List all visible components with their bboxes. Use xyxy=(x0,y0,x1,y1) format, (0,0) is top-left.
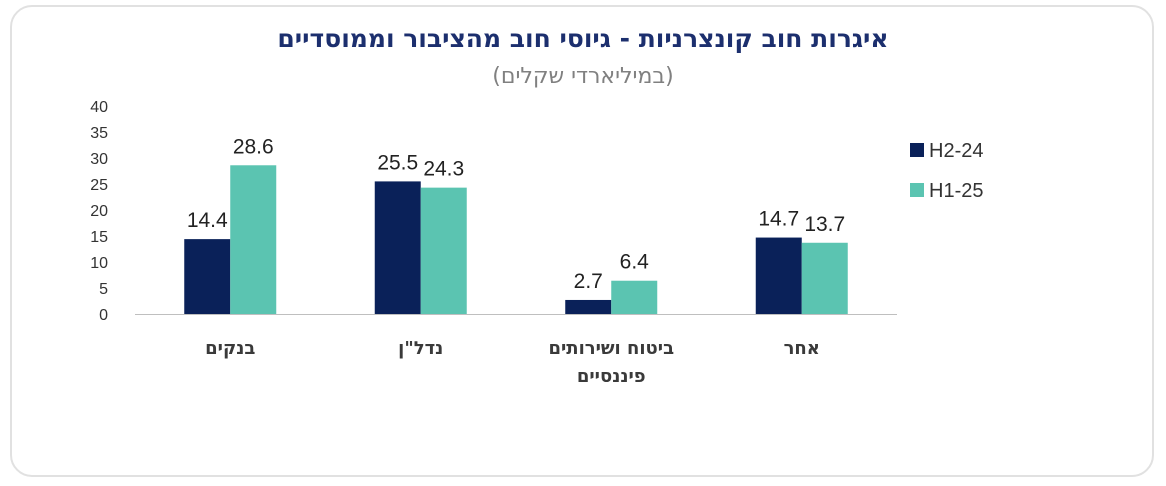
data-label: 13.7 xyxy=(804,213,845,236)
data-label: 6.4 xyxy=(620,251,650,274)
data-label: 2.7 xyxy=(574,270,603,293)
data-label: 24.3 xyxy=(423,158,464,181)
category-label: פיננסיים xyxy=(577,366,646,387)
bar-h2-24 xyxy=(755,237,802,314)
bar-h1-25 xyxy=(230,165,277,314)
bar-h1-25 xyxy=(611,280,658,314)
bar-h1-25 xyxy=(420,187,467,314)
y-tick-label: 40 xyxy=(90,99,108,116)
data-label: 14.7 xyxy=(758,208,799,231)
category-label: נדל"ן xyxy=(398,338,443,359)
legend-label: H2-24 xyxy=(929,140,983,162)
bar-h2-24 xyxy=(374,181,421,314)
y-tick-label: 0 xyxy=(99,307,108,324)
data-label: 25.5 xyxy=(377,151,418,174)
chart-subtitle: (במיליארדי שקלים) xyxy=(492,64,674,89)
bar-h2-24 xyxy=(565,299,612,314)
category-label: אחר xyxy=(784,338,820,359)
chart-title: איגרות חוב קונצרניות - גיוסי חוב מהציבור… xyxy=(277,24,889,53)
y-tick-label: 35 xyxy=(90,125,108,142)
y-tick-label: 20 xyxy=(90,203,108,220)
category-label: בנקים xyxy=(205,338,255,359)
y-tick-label: 5 xyxy=(99,281,108,298)
bar-h2-24 xyxy=(184,239,231,314)
category-label: ביטוח ושירותים xyxy=(548,338,674,359)
bar-h1-25 xyxy=(801,242,848,314)
legend-swatch xyxy=(910,143,924,157)
y-tick-label: 30 xyxy=(90,151,108,168)
y-tick-label: 15 xyxy=(90,229,108,246)
data-label: 28.6 xyxy=(233,135,274,158)
legend-swatch xyxy=(910,183,924,197)
y-tick-label: 10 xyxy=(90,255,108,272)
legend-label: H1-25 xyxy=(929,180,983,202)
y-tick-label: 25 xyxy=(90,177,108,194)
data-label: 14.4 xyxy=(187,209,228,232)
